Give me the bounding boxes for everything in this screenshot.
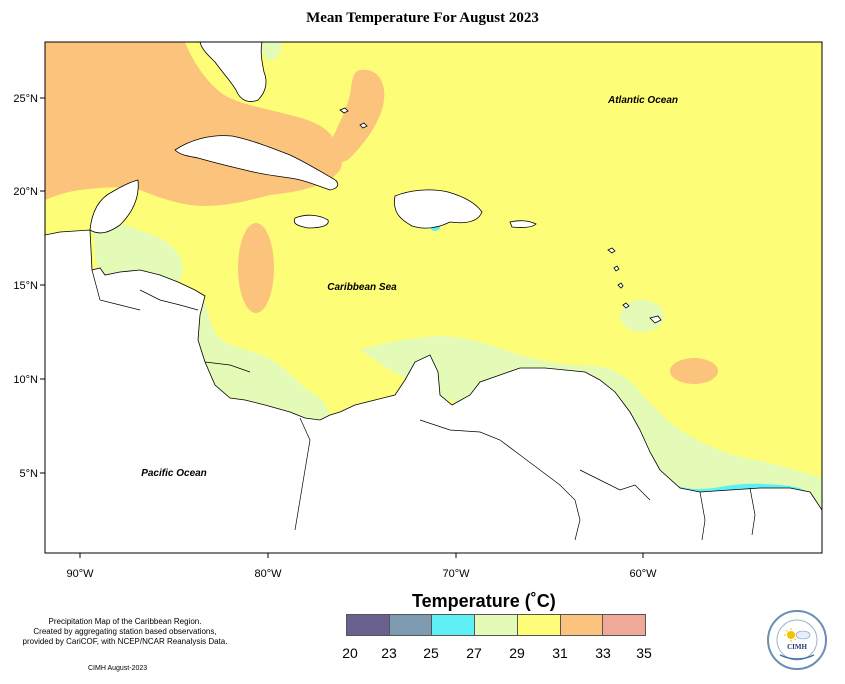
legend-swatch-33-35 bbox=[603, 615, 646, 635]
lat-label-20: 20°N bbox=[13, 186, 38, 198]
zone-31-33-east bbox=[670, 358, 718, 384]
source-note-line: provided by CariCOF, with NCEP/NCAR Rean… bbox=[22, 637, 228, 646]
lat-label-5: 5°N bbox=[20, 468, 39, 480]
lon-ticks bbox=[79, 553, 644, 558]
legend-break-33: 33 bbox=[595, 645, 611, 661]
source-note-line: Precipitation Map of the Caribbean Regio… bbox=[48, 617, 202, 626]
legend-title: Temperature (˚C) bbox=[412, 591, 556, 611]
legend-labels: 20 23 25 27 29 31 33 35 bbox=[0, 645, 845, 665]
caribbean-sea-label: Caribbean Sea bbox=[327, 282, 397, 293]
legend-swatch-27-29 bbox=[475, 615, 518, 635]
zone-27-29-trinidad bbox=[620, 300, 664, 332]
hispaniola-land bbox=[394, 189, 483, 229]
legend-break-23: 23 bbox=[381, 645, 397, 661]
legend-swatch-20-23 bbox=[347, 615, 390, 635]
jamaica-land bbox=[293, 214, 329, 229]
atlantic-ocean-label: Atlantic Ocean bbox=[607, 95, 678, 106]
legend-swatch-25-27 bbox=[432, 615, 476, 635]
source-note-line: Created by aggregating station based obs… bbox=[33, 627, 217, 636]
puerto-rico-land bbox=[509, 220, 537, 228]
map-title: Mean Temperature For August 2023 bbox=[306, 10, 539, 26]
lon-label-80: 80°W bbox=[254, 568, 282, 580]
logo-text: CIMH bbox=[787, 643, 807, 651]
florida-land bbox=[199, 42, 267, 102]
lon-label-90: 90°W bbox=[66, 568, 94, 580]
lat-label-25: 25°N bbox=[13, 93, 38, 105]
yucatan-land bbox=[89, 179, 139, 234]
legend-swatch-29-31 bbox=[517, 615, 561, 635]
temperature-field bbox=[45, 42, 822, 553]
legend-swatch-31-33 bbox=[560, 615, 604, 635]
legend-color-bar bbox=[346, 614, 646, 636]
zone-27-29-central-america bbox=[197, 300, 330, 420]
source-note: Precipitation Map of the Caribbean Regio… bbox=[10, 617, 240, 647]
legend-swatch-23-25 bbox=[389, 615, 433, 635]
cimh-logo: CIMH bbox=[767, 610, 827, 670]
temperature-map: 25°N 20°N 15°N 10°N 5°N 90°W 80°W 70°W 6… bbox=[13, 41, 823, 580]
legend-break-27: 27 bbox=[466, 645, 482, 661]
zone-31-33-central bbox=[238, 223, 274, 313]
sun-icon bbox=[784, 628, 798, 642]
zone-27-29-florida bbox=[261, 42, 282, 61]
legend-break-35: 35 bbox=[636, 645, 652, 661]
legend-break-25: 25 bbox=[423, 645, 439, 661]
lat-label-10: 10°N bbox=[13, 374, 38, 386]
lat-label-15: 15°N bbox=[13, 280, 38, 292]
small-islands bbox=[339, 107, 662, 324]
credit-text: CIMH August-2023 bbox=[88, 665, 148, 672]
legend-break-29: 29 bbox=[509, 645, 525, 661]
map-frame bbox=[44, 41, 823, 554]
land-masses bbox=[45, 42, 822, 553]
pacific-ocean-label: Pacific Ocean bbox=[141, 468, 207, 479]
cloud-icon bbox=[795, 630, 811, 640]
zone-31-33-bahamas bbox=[328, 69, 385, 163]
legend-break-31: 31 bbox=[552, 645, 568, 661]
legend-break-20: 20 bbox=[342, 645, 358, 661]
lon-label-60: 60°W bbox=[629, 568, 657, 580]
lat-ticks bbox=[40, 97, 45, 474]
cuba-land bbox=[174, 135, 339, 191]
country-borders bbox=[91, 269, 756, 541]
lon-label-70: 70°W bbox=[442, 568, 470, 580]
mexico-land bbox=[45, 229, 822, 553]
